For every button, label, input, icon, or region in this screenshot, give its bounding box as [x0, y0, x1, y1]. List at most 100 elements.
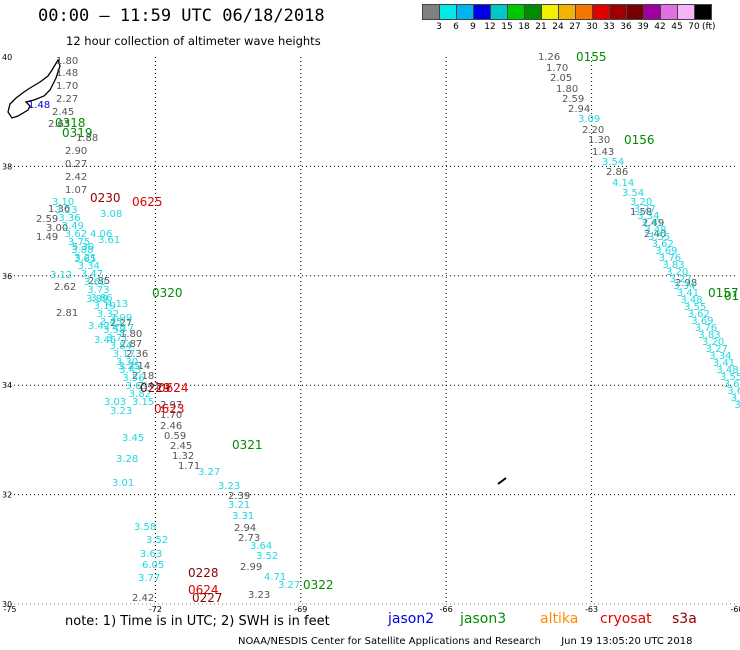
swh-value-gray: 1.71: [178, 461, 200, 472]
colorbar-label: 6: [453, 22, 459, 32]
swh-streak-cyan: 3.34: [709, 351, 731, 362]
swh-value-cyan: 3.08: [100, 209, 122, 220]
swh-streak-cyan: 3.36: [58, 213, 80, 224]
pass-label-s3a: 0228: [188, 566, 219, 580]
swh-value-gray: 1.26: [538, 52, 560, 63]
swh-streak-cyan: 3.76: [731, 393, 740, 404]
swh-streak-cyan: 3.20: [702, 337, 724, 348]
swh-value-gray: 2.94: [234, 523, 256, 534]
swh-streak-cyan: 3.21: [74, 253, 96, 264]
swh-streak-cyan: 3.34: [78, 261, 100, 272]
swh-value-gray: 1.30: [588, 135, 610, 146]
swh-streak-cyan: 3.62: [724, 379, 740, 390]
swh-value-gray: 2.20: [582, 125, 604, 136]
colorbar-labels: 3 6 9 12 15 18 21 24 27 30 33 36 39 42 45 70: [422, 22, 740, 34]
swh-streak-cyan: 3.19: [94, 301, 116, 312]
swh-streak-cyan: 3.41: [713, 358, 735, 369]
swh-streak-cyan: 3.48: [716, 365, 738, 376]
swh-value-cyan: 3.64: [250, 541, 272, 552]
swh-streak-cyan: 3.20: [630, 197, 652, 208]
legend-jason3: jason3: [460, 611, 507, 627]
swh-streak-cyan: 3.73: [87, 285, 109, 296]
swh-value-gray: 2.27: [56, 94, 78, 105]
lon-label: -63: [585, 605, 598, 614]
colorbar: [422, 4, 712, 20]
colorbar-label: 3: [436, 22, 442, 32]
swh-value-gray: 2.40: [644, 229, 666, 240]
swh-value-gray: 2.87: [120, 339, 142, 350]
swh-streak-cyan: 3.69: [655, 246, 677, 257]
swh-streak-cyan: 3.58: [103, 325, 125, 336]
swh-value-gray: 2.90: [65, 146, 87, 157]
pass-label-jason3: 0155: [576, 50, 607, 64]
pass-label-jason3: 0321: [232, 438, 263, 452]
swh-value-cyan: 3.01: [112, 478, 134, 489]
swh-value-gray: 2.73: [238, 533, 260, 544]
swh-streak-cyan: 3.48: [644, 225, 666, 236]
swh-value-gray: 2.42: [65, 172, 87, 183]
swh-streak-cyan: 3.62: [65, 229, 87, 240]
lat-label: 40: [2, 53, 12, 62]
swh-streak-cyan: 3.30: [116, 357, 138, 368]
swh-streak-cyan: 3.83: [734, 400, 740, 411]
swh-value-cyan: 4.14: [612, 178, 634, 189]
swh-streak-cyan: 3.34: [673, 281, 695, 292]
swh-value-cyan: 4.17: [112, 323, 134, 334]
swh-value-cyan: 3.77: [138, 573, 160, 584]
map-title: 00:00 – 11:59 UTC 06/18/2018: [38, 6, 325, 26]
lat-label: 34: [2, 381, 12, 390]
footer-timestamp: Jun 19 13:05:20 UTC 2018: [561, 636, 693, 647]
swh-value-cyan: 3.28: [116, 454, 138, 465]
colorbar-label: 9: [470, 22, 476, 32]
swh-streak-cyan: 3.27: [670, 274, 692, 285]
coastline: [7, 58, 61, 119]
pass-label-jason3: 0157: [708, 286, 739, 300]
colorbar-label: 24: [552, 22, 564, 32]
swh-value-gray: 1.48: [56, 68, 78, 79]
swh-value-cyan: 3.58: [134, 522, 156, 533]
pass-label-cryosat: 0623: [154, 402, 185, 416]
swh-value-gray: 2.97: [160, 400, 182, 411]
swh-streak-cyan: 3.82: [129, 389, 151, 400]
legend-cryosat: cryosat: [600, 611, 652, 627]
map-subtitle: 12 hour collection of altimeter wave hei…: [66, 34, 321, 48]
swh-value-gray: 1.70: [56, 81, 78, 92]
swh-value-gray: 3.23: [248, 590, 270, 601]
colorbar-unit: (ft): [702, 22, 716, 32]
lat-label: 36: [2, 272, 12, 281]
swh-value-cyan: 3.21: [228, 500, 250, 511]
footer: NOAA/NESDIS Center for Satellite Applica…: [238, 636, 692, 647]
lat-label: 30: [2, 600, 12, 609]
footer-center: NOAA/NESDIS Center for Satellite Applica…: [238, 636, 541, 647]
swh-value-cyan: 4.71: [264, 572, 286, 583]
swh-value-cyan: 3.25: [118, 361, 140, 372]
swh-value-gray: 1.58: [630, 207, 652, 218]
swh-streak-cyan: 3.43: [119, 365, 141, 376]
colorbar-label: 42: [654, 22, 666, 32]
pass-label-jason3: 0320: [152, 286, 183, 300]
colorbar-label: 18: [518, 22, 530, 32]
swh-streak-cyan: 3.47: [81, 269, 103, 280]
note-text: note: 1) Time is in UTC; 2) SWH is in fe…: [65, 614, 330, 629]
swh-value-gray: 1.80: [120, 329, 142, 340]
swh-streak-cyan: 3.15: [132, 397, 154, 408]
colorbar-label: 45: [671, 22, 683, 32]
colorbar-label: 33: [603, 22, 615, 32]
swh-streak-cyan: 3.45: [100, 317, 122, 328]
legend-altika: altika: [540, 611, 579, 627]
swh-value-gray: 2.85: [88, 276, 110, 287]
colorbar-label: 36: [620, 22, 632, 32]
swh-value-gray: 2.49: [642, 218, 664, 229]
swh-value-cyan: 3.46: [94, 335, 116, 346]
lon-label: -75: [3, 605, 16, 614]
swh-streak-cyan: 3.27: [634, 204, 656, 215]
swh-value-cyan: 3.09: [578, 114, 600, 125]
pass-label-s3a: 0227: [192, 591, 223, 605]
colorbar-label: 27: [569, 22, 581, 32]
swh-value-gray: 2.27: [110, 318, 132, 329]
lat-label: 32: [2, 491, 12, 500]
swh-streak-cyan: 3.71: [106, 333, 128, 344]
lon-label: -72: [149, 605, 162, 614]
colorbar-label: 39: [637, 22, 649, 32]
swh-value-cyan: 3.52: [146, 535, 168, 546]
